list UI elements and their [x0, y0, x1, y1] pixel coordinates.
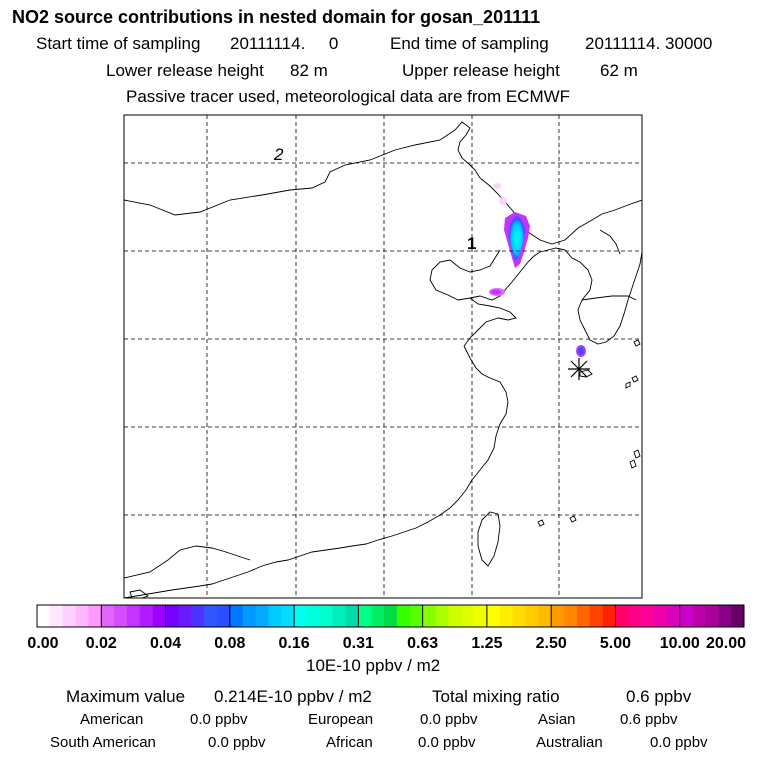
upper-height-label: Upper release height: [402, 61, 560, 80]
map-frame: [123, 114, 643, 599]
plume-core: [508, 215, 526, 262]
end-time-label: End time of sampling: [390, 34, 549, 53]
region-american: American: [80, 711, 144, 728]
region-american-value: 0.0 ppbv: [190, 711, 248, 728]
receptor-asterisk-marker: [568, 358, 590, 380]
coast-northeast-sea: [599, 229, 621, 255]
coast-east-china: [124, 345, 509, 598]
colorbar-tick-label: 10.00: [660, 635, 700, 652]
border-north: [124, 121, 518, 218]
coast-bohai: [429, 247, 566, 301]
region-african: African: [326, 734, 373, 751]
total-mixing-value: 0.6 ppbv: [626, 687, 692, 706]
colorbar-unit: 10E-10 ppbv / m2: [306, 656, 441, 675]
coast-hainan: [129, 589, 149, 598]
coast-shandong: [463, 297, 517, 347]
lower-height-label: Lower release height: [106, 61, 264, 80]
plot-title: NO2 source contributions in nested domai…: [12, 7, 541, 27]
colorbar-tick-label: 0.31: [343, 635, 374, 652]
colorbar-labels: 0.00 0.02 0.04 0.08 0.16 0.31 0.63 1.25 2.50 5.00…: [27, 635, 746, 652]
concentration-plume: [489, 183, 586, 357]
region-asian-value: 0.6 ppbv: [620, 711, 678, 728]
region-african-value: 0.0 ppbv: [418, 734, 476, 751]
border-korea-dmz: [581, 295, 637, 301]
colorbar-tick-label: 0.08: [214, 635, 245, 652]
colorbar-tick-label: 0.02: [86, 635, 117, 652]
region-south-american: South American: [50, 734, 156, 751]
colorbar-tick-label: 1.25: [471, 635, 502, 652]
plume-korea-core: [578, 347, 584, 355]
lower-height-value: 82 m: [290, 61, 328, 80]
plume-bohai-core: [491, 289, 501, 295]
colorbar-tick-label: 20.00: [706, 635, 746, 652]
max-value: 0.214E-10 ppbv / m2: [214, 687, 372, 706]
colorbar-tick-label: 0.04: [150, 635, 181, 652]
coast-taiwan: [477, 511, 501, 567]
start-time-label: Start time of sampling: [36, 34, 201, 53]
colorbar-tick-label: 2.50: [536, 635, 567, 652]
colorbar-tick-label: 0.00: [27, 635, 58, 652]
coastlines: [124, 121, 642, 598]
upper-height-value: 62 m: [600, 61, 638, 80]
plume-speck: [493, 183, 501, 189]
map-panel: 2 1: [123, 114, 643, 599]
colorbar-tick-label: 0.63: [407, 635, 438, 652]
border-west: [124, 545, 251, 579]
region-european-value: 0.0 ppbv: [420, 711, 478, 728]
tracer-note: Passive tracer used, meteorological data…: [126, 87, 571, 106]
border-northeast: [516, 199, 642, 245]
region-european: European: [308, 711, 374, 728]
grid-label-2: 2: [273, 145, 284, 164]
end-time-value: 20111114. 30000: [585, 34, 713, 53]
region-south-american-value: 0.0 ppbv: [208, 734, 266, 751]
grid-lines: [124, 115, 642, 598]
total-mixing-label: Total mixing ratio: [432, 687, 560, 706]
colorbar-tick-label: 0.16: [279, 635, 310, 652]
start-time-value: 20111114. 0: [230, 34, 339, 53]
colorbar-tick-label: 5.00: [600, 635, 631, 652]
max-value-label: Maximum value: [66, 687, 186, 706]
coast-korea: [564, 249, 642, 345]
grid-label-1: 1: [467, 234, 476, 253]
region-asian: Asian: [538, 711, 576, 728]
region-australian-value: 0.0 ppbv: [650, 734, 708, 751]
plume-speck-2: [499, 197, 507, 205]
coast-jeju: [579, 369, 593, 378]
region-australian: Australian: [536, 734, 603, 751]
coast-japan: [537, 339, 641, 527]
